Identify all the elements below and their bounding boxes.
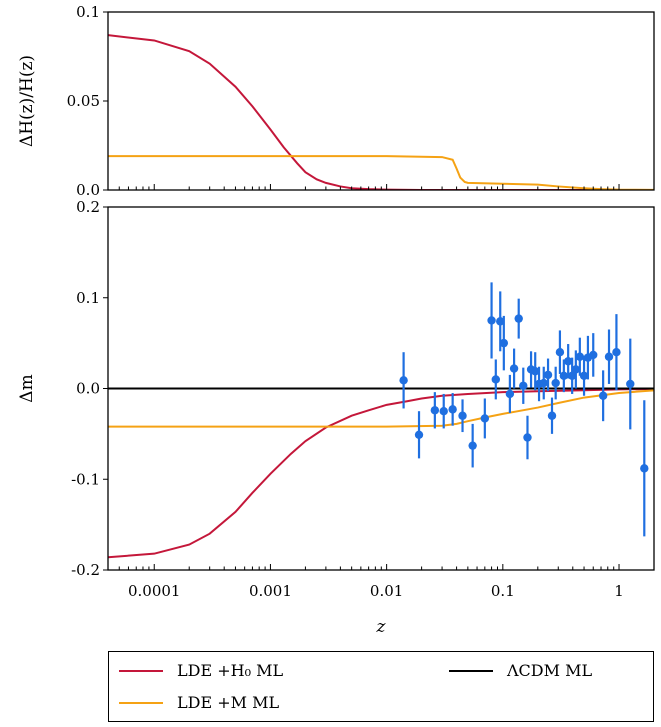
data-point-34 (598, 391, 608, 400)
data-point-17 (523, 433, 532, 442)
legend-item-lde-m: LDE +M ML (119, 693, 279, 712)
data-point-35 (604, 352, 614, 361)
legend-swatch-lde-h0 (119, 669, 163, 672)
data-point-10 (491, 375, 500, 384)
data-point-33 (589, 350, 598, 360)
bottom-ylabel: Δm (17, 374, 37, 402)
data-point-27 (563, 357, 573, 366)
data-point-19 (531, 367, 540, 376)
legend-item-lcdm: ΛCDM ML (449, 661, 592, 680)
data-point-4 (439, 406, 448, 416)
top-series-line-2 (108, 155, 654, 190)
data-point-21 (539, 378, 548, 388)
data-point-2 (414, 430, 424, 439)
top-panel: 0.0 0.05 0.1 ΔH(z)/H(z) (17, 3, 655, 199)
legend-label-lde-h0: LDE +H₀ ML (177, 661, 284, 680)
data-point-23 (547, 411, 557, 420)
data-point-3 (430, 406, 440, 415)
data-point-28 (567, 371, 577, 380)
data-point-13 (505, 389, 515, 399)
data-point-6 (458, 411, 467, 420)
data-point-22 (543, 370, 553, 380)
legend-swatch-lcdm (449, 669, 493, 672)
bottom-ytick-label: 0.0 (76, 380, 100, 398)
data-point-12 (499, 338, 509, 348)
bottom-ytick-label: 0.1 (76, 289, 100, 307)
legend-item-lde-h0: LDE +H₀ ML (119, 661, 283, 680)
data-point-7 (468, 441, 477, 450)
bottom-ytick-label: -0.2 (71, 561, 100, 579)
bottom-xtick-label: 0.01 (370, 582, 403, 600)
data-point-37 (626, 379, 635, 389)
data-point-30 (575, 352, 585, 361)
bottom-series-line-2 (108, 389, 654, 428)
legend-label-lde-m: LDE +M ML (177, 693, 280, 712)
data-point-15 (514, 314, 523, 323)
bottom-ytick-label: 0.2 (76, 198, 100, 216)
bottom-series-line-1 (108, 387, 654, 559)
legend-swatch-lde-m (119, 701, 163, 704)
data-point-29 (571, 365, 581, 374)
top-ylabel: ΔH(z)/H(z) (17, 55, 37, 147)
bottom-xtick-label: 0.001 (249, 582, 292, 600)
data-point-14 (509, 364, 519, 373)
top-ytick-label: 0.1 (76, 3, 100, 21)
bottom-panel: -0.2 -0.1 0.0 0.1 0.2 0.0001 0.001 0.01 0.1 1 Δm z (17, 198, 655, 637)
data-point-25 (555, 348, 565, 357)
data-point-9 (487, 316, 496, 325)
data-point-24 (551, 378, 560, 388)
top-plot-area (108, 34, 654, 190)
bottom-plot-area (108, 282, 654, 559)
data-point-1 (399, 376, 408, 385)
bottom-xtick-label: 0.1 (491, 582, 515, 600)
data-point-38 (640, 464, 649, 473)
figure: 0.00.050.1ΔH(z)/H(z) -0.2-0.10.00.10.20.… (17, 3, 655, 637)
bottom-ytick-label: -0.1 (71, 470, 100, 488)
top-frame (107, 11, 655, 191)
data-point-31 (579, 371, 589, 380)
bottom-xtick-label: 1 (614, 582, 624, 600)
top-ytick-label: 0.0 (76, 181, 100, 199)
data-point-16 (519, 381, 528, 390)
legend-label-lcdm: ΛCDM ML (507, 661, 593, 680)
bottom-xtick-label: 0.0001 (128, 582, 181, 600)
data-point-26 (559, 371, 569, 380)
data-point-8 (480, 414, 490, 423)
data-point-5 (448, 405, 457, 414)
data-point-11 (496, 317, 505, 326)
top-series-line-1 (108, 34, 654, 190)
top-ytick-label: 0.05 (67, 92, 100, 110)
legend: LDE +H₀ ML LDE +M ML ΛCDM ML (108, 651, 654, 722)
bottom-xlabel: z (376, 617, 387, 637)
data-point-36 (612, 348, 621, 357)
